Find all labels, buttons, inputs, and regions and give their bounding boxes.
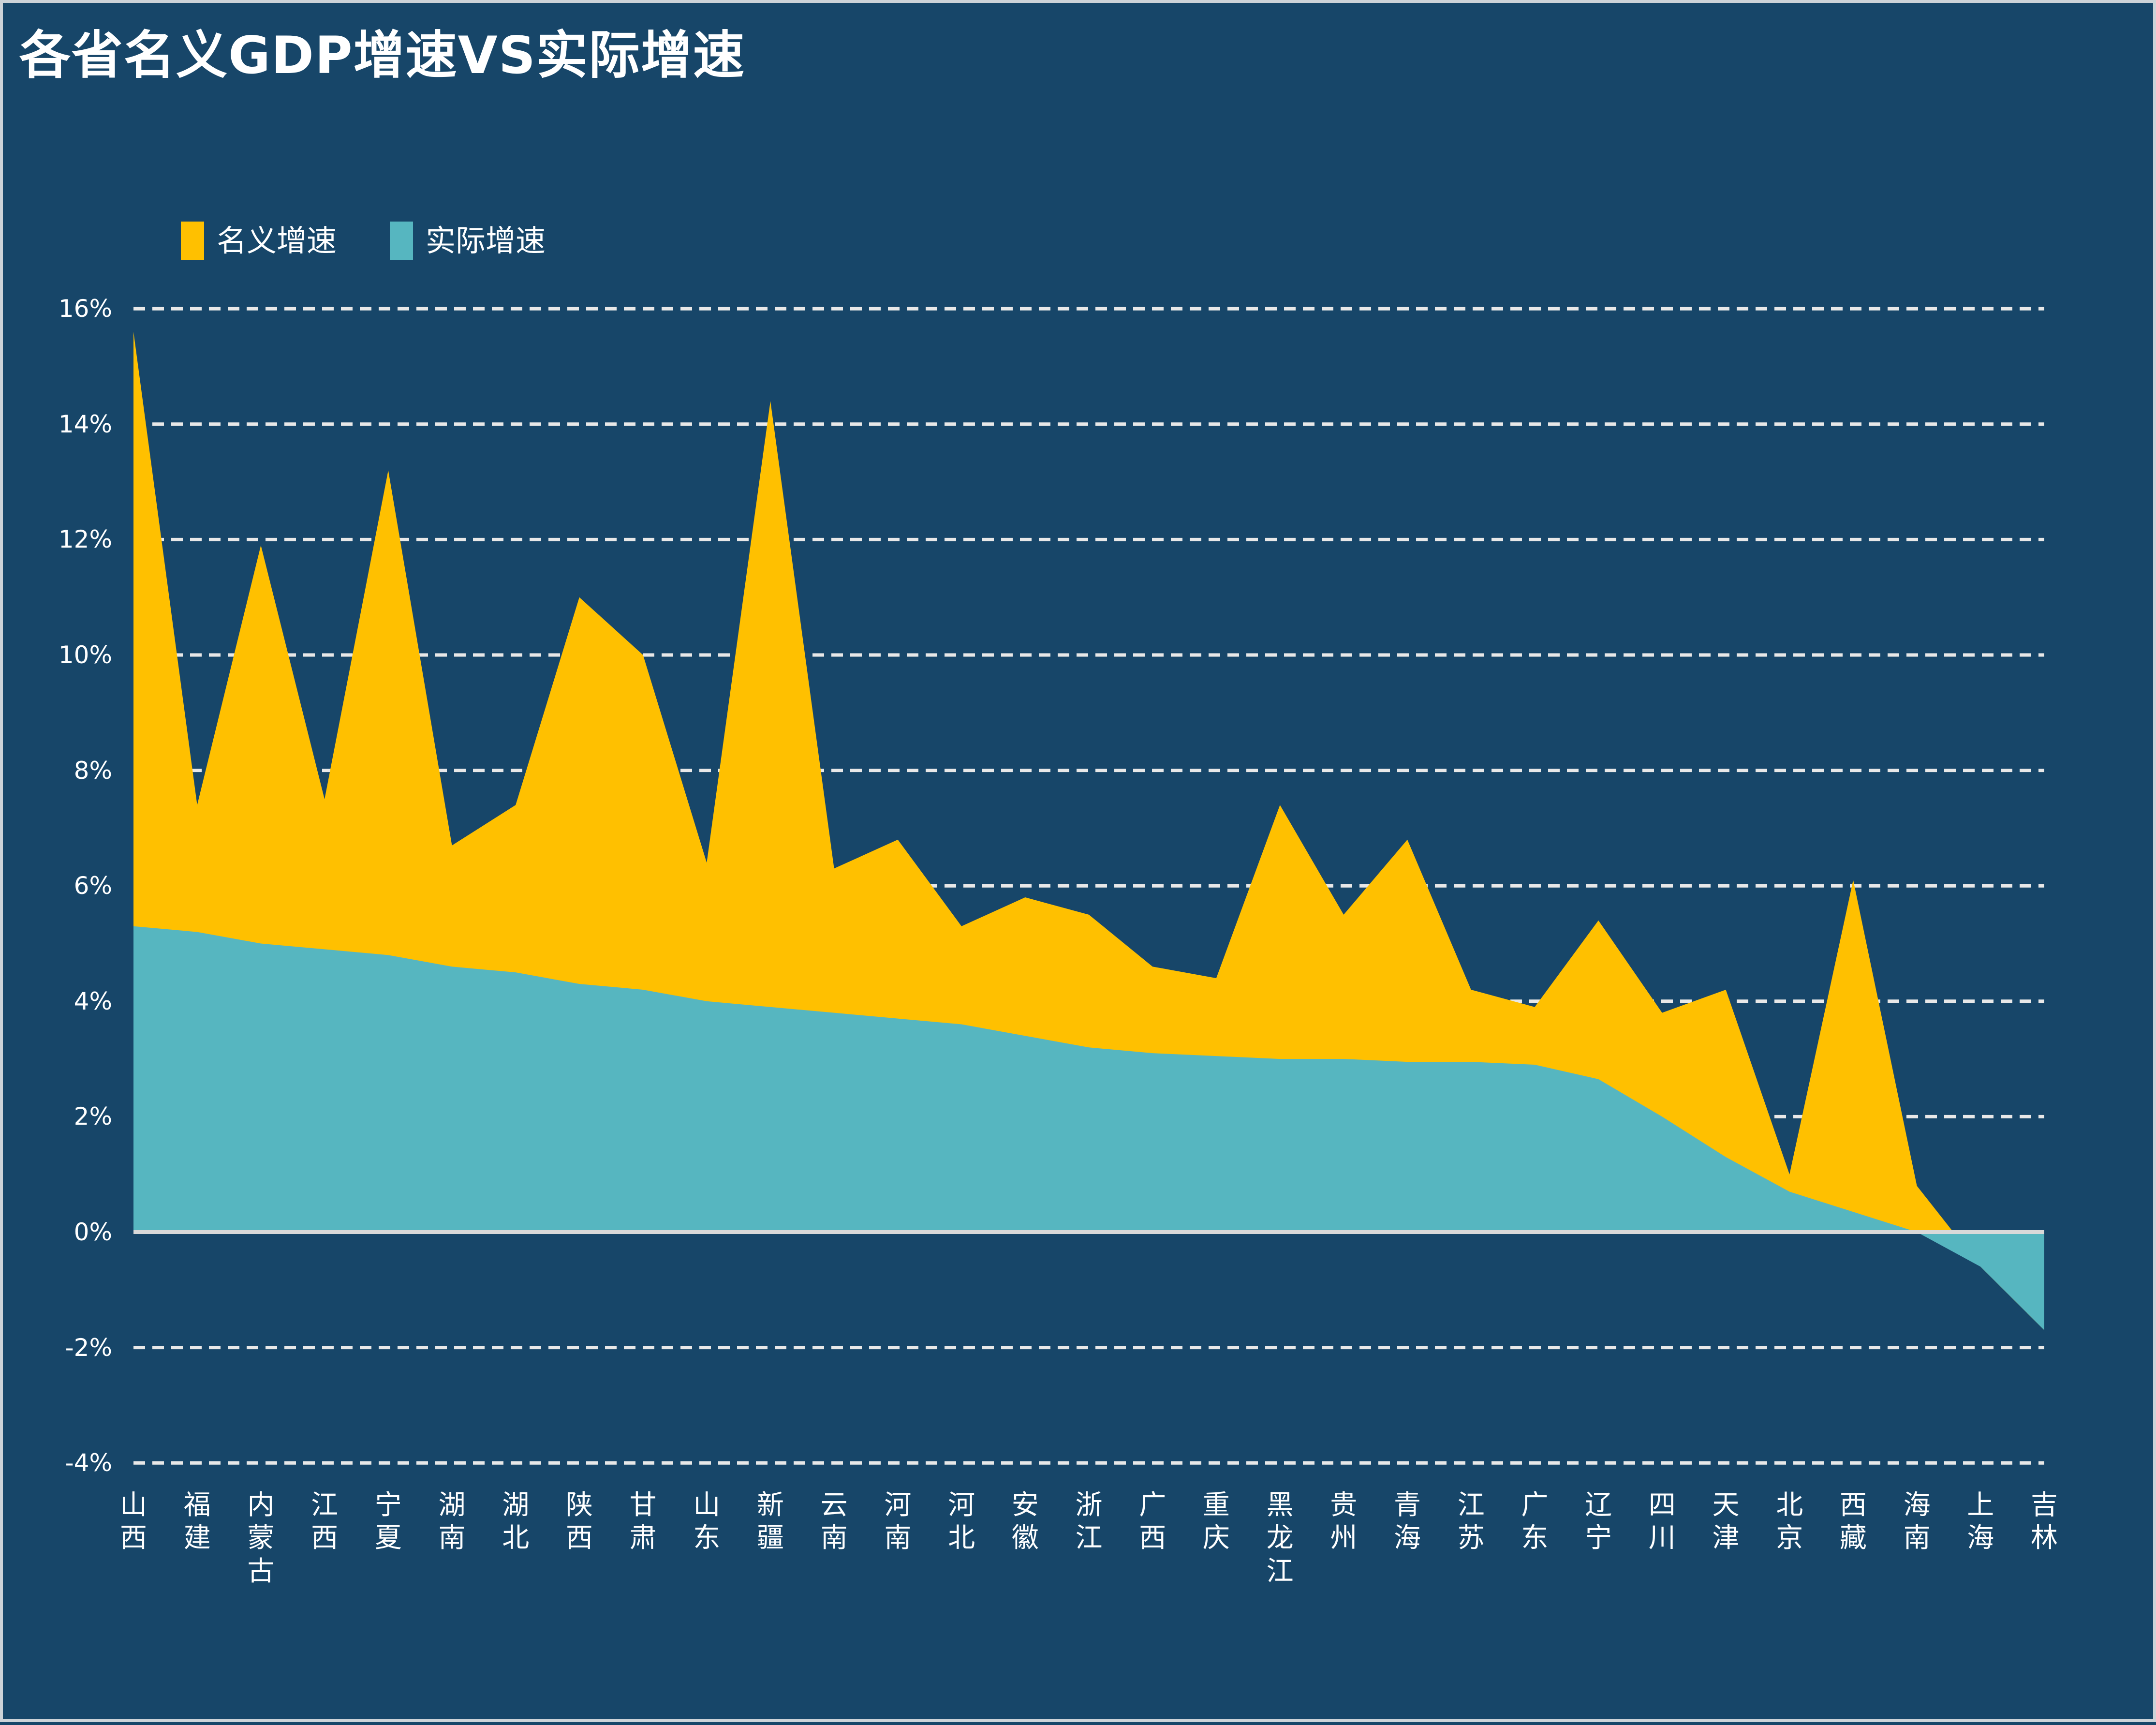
y-tick-label: 4% xyxy=(74,987,112,1015)
x-category-label: 北 京 xyxy=(1776,1489,1803,1554)
x-category-label: 青 海 xyxy=(1394,1489,1421,1554)
x-category-label: 广 西 xyxy=(1139,1489,1167,1554)
x-category-label: 江 苏 xyxy=(1457,1489,1485,1554)
x-category-label: 辽 宁 xyxy=(1585,1489,1612,1554)
x-category-label: 湖 北 xyxy=(502,1489,530,1554)
plot-area xyxy=(133,307,2044,1465)
x-category-label: 河 北 xyxy=(948,1489,975,1554)
y-tick-label: 8% xyxy=(74,756,112,785)
x-category-label: 新 疆 xyxy=(757,1489,784,1554)
legend-label: 实际增速 xyxy=(426,223,546,258)
x-category-label: 浙 江 xyxy=(1075,1489,1103,1554)
x-category-label: 福 建 xyxy=(183,1489,211,1554)
x-category-label: 天 津 xyxy=(1712,1489,1740,1554)
x-category-label: 内 蒙 古 xyxy=(247,1489,275,1587)
y-tick-label: -2% xyxy=(65,1333,112,1362)
y-tick-label: 6% xyxy=(74,872,112,900)
y-tick-label: 14% xyxy=(58,410,112,438)
legend-item-nominal: 名义增速 xyxy=(181,222,337,260)
chart-title: 各省名义GDP增速VS实际增速 xyxy=(19,26,746,85)
x-category-label: 四 川 xyxy=(1648,1489,1676,1554)
x-category-label: 吉 林 xyxy=(2031,1489,2058,1554)
y-tick-label: 10% xyxy=(58,641,112,669)
x-category-label: 山 东 xyxy=(693,1489,721,1554)
legend-swatch-icon xyxy=(390,222,413,260)
legend-item-real: 实际增速 xyxy=(390,222,546,260)
y-tick-label: 16% xyxy=(58,295,112,323)
y-tick-label: 0% xyxy=(74,1218,112,1246)
legend-swatch-icon xyxy=(181,222,204,260)
legend-label: 名义增速 xyxy=(217,223,337,258)
x-category-label: 海 南 xyxy=(1903,1489,1931,1554)
x-category-label: 山 西 xyxy=(120,1489,147,1554)
x-category-label: 上 海 xyxy=(1967,1489,1994,1554)
real-series-area xyxy=(133,926,2044,1330)
x-category-label: 云 南 xyxy=(820,1489,848,1554)
x-category-label: 河 南 xyxy=(884,1489,912,1554)
x-category-label: 广 东 xyxy=(1521,1489,1549,1554)
y-tick-label: 12% xyxy=(58,525,112,554)
y-tick-label: 2% xyxy=(74,1102,112,1131)
x-category-label: 湖 南 xyxy=(438,1489,466,1554)
legend: 名义增速 实际增速 xyxy=(181,222,546,260)
x-category-label: 重 庆 xyxy=(1202,1489,1230,1554)
x-category-label: 贵 州 xyxy=(1330,1489,1358,1554)
y-tick-label: -4% xyxy=(65,1449,112,1477)
x-category-label: 黑 龙 江 xyxy=(1266,1489,1294,1587)
x-category-label: 西 藏 xyxy=(1839,1489,1867,1554)
x-category-label: 陕 西 xyxy=(565,1489,593,1554)
x-category-label: 甘 肃 xyxy=(629,1489,657,1554)
x-category-label: 宁 夏 xyxy=(374,1489,402,1554)
x-category-label: 安 徽 xyxy=(1011,1489,1039,1554)
x-category-label: 江 西 xyxy=(311,1489,339,1554)
